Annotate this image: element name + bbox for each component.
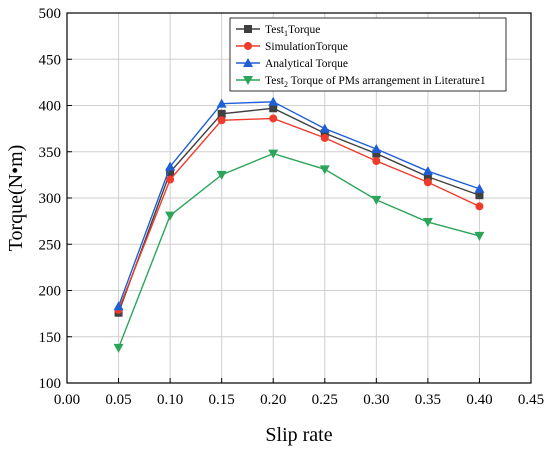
data-point [113,343,124,353]
series-2 [113,96,485,311]
data-point [165,161,176,171]
data-point [216,98,227,108]
y-tick-label: 400 [39,99,62,115]
y-tick-label: 150 [39,330,62,346]
data-point [423,178,432,187]
x-tick-label: 0.10 [157,392,183,408]
legend-swatch-marker [244,25,252,33]
data-point [166,168,175,177]
legend-label-rest: Torque [288,24,320,36]
legend-swatch-marker [243,58,253,67]
legend-label: Analytical Torque [265,58,348,70]
data-point [371,143,382,153]
data-point [474,231,485,241]
x-tick-label: 0.20 [260,392,286,408]
x-tick-label: 0.25 [312,392,338,408]
x-axis-title: Slip rate [265,424,332,446]
legend-swatch-marker [243,76,253,85]
y-tick-label: 450 [39,52,62,68]
legend-label-main: Test [265,24,285,36]
data-point [422,166,433,176]
data-point [372,157,381,165]
y-tick-label: 500 [39,6,62,22]
data-point [372,149,381,158]
data-point [269,104,278,113]
data-point [319,165,330,175]
legend-box [229,17,507,92]
legend-label-main: Test [265,75,285,87]
data-point [320,133,329,142]
x-tick-label: 0.30 [363,392,389,408]
data-point [422,218,433,228]
data-point [423,172,432,181]
y-tick-label: 350 [39,145,62,161]
legend-label: SimulationTorque [265,41,348,53]
data-point [474,183,485,193]
ticks-layer: 0.00 0.05 0.10 0.15 0.20 0.25 0.30 0.35 0.40 0.45… [39,6,545,408]
series-3 [113,149,485,353]
x-tick-label: 0.35 [415,392,441,408]
legend-label-sub: 2 [284,80,288,89]
legend-entry: Test2 Torque of PMs arrangement in Liter… [236,75,486,89]
data-point [216,170,227,180]
data-point [217,116,226,125]
data-point [268,96,279,106]
x-tick-label: 0.15 [209,392,235,408]
y-axis-title: Torque(N•m) [5,145,27,252]
data-point [371,195,382,205]
series-layer [113,96,485,353]
series-line [117,101,480,307]
legend-entry: Test1Torque [236,24,320,38]
data-point [320,129,329,138]
x-tick-label: 0.00 [54,392,80,408]
data-point [165,211,176,221]
y-tick-label: 100 [39,376,62,392]
y-tick-label: 200 [39,284,62,300]
legend-label-sub: 1 [284,29,288,38]
legend-label-main: Analytical Torque [265,58,348,70]
data-point [217,109,226,118]
y-tick-label: 250 [39,237,62,253]
legend-swatch-marker [244,42,252,50]
legend-label-rest: Torque of PMs arrangement in Literature1 [288,75,486,87]
x-tick-label: 0.40 [466,392,492,408]
data-point [268,149,279,159]
y-tick-label: 300 [39,191,62,207]
series-line [117,107,480,313]
legend-label-main: SimulationTorque [265,41,348,53]
legend-entry: Analytical Torque [236,58,348,70]
data-point [319,123,330,133]
data-point [475,191,484,200]
legend-label: Test1Torque [265,24,320,38]
x-tick-label: 0.05 [105,392,131,408]
data-point [475,202,484,211]
data-point [269,114,278,123]
series-line [117,152,480,349]
legend-label: Test2 Torque of PMs arrangement in Liter… [265,75,486,89]
x-tick-label: 0.45 [518,392,544,408]
series-line [117,117,480,311]
data-point [113,301,124,311]
data-point [166,175,175,184]
legend-entry: SimulationTorque [236,41,348,53]
